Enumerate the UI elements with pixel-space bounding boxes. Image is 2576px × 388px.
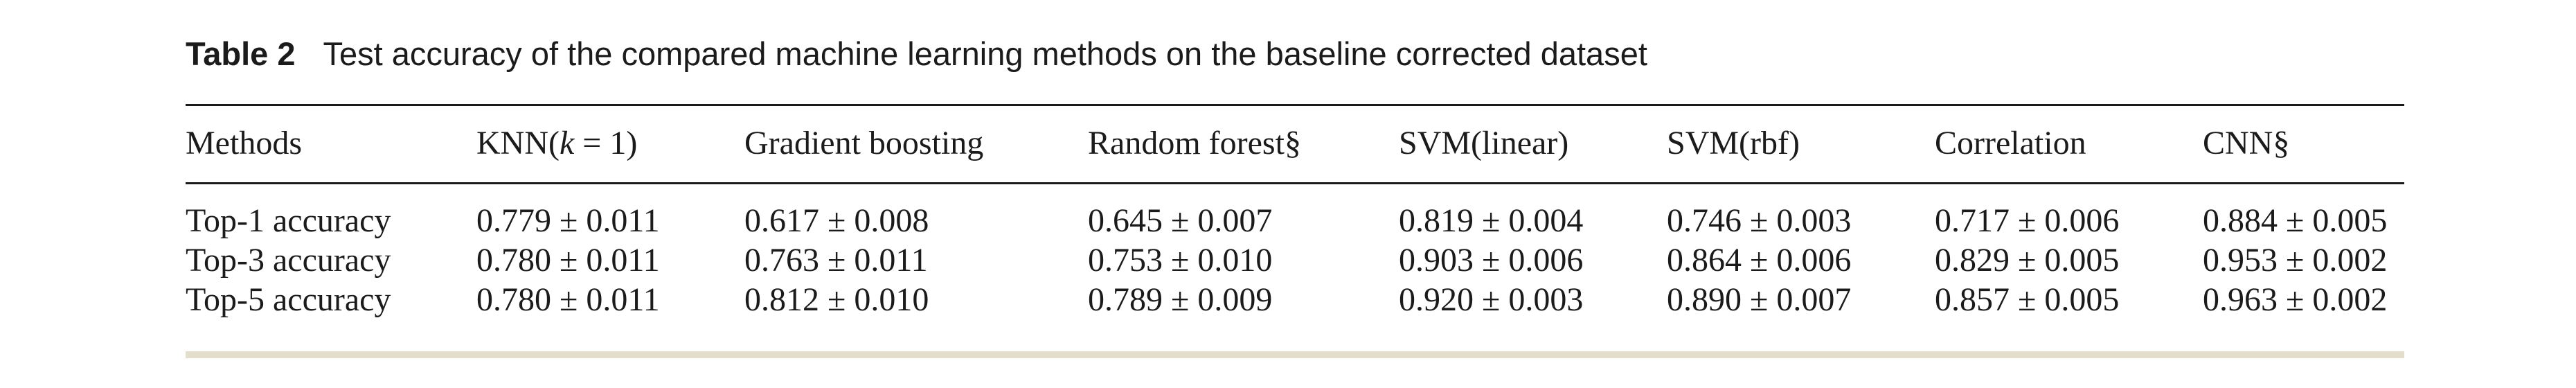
- table-cell: 0.780 ± 0.011: [476, 281, 660, 318]
- table-cell: 0.812 ± 0.010: [744, 281, 929, 318]
- table-cell: 0.645 ± 0.007: [1088, 202, 1273, 239]
- row-label: Top-5 accuracy: [186, 281, 391, 318]
- table-cell: 0.857 ± 0.005: [1935, 281, 2120, 318]
- table-number: Table 2: [186, 35, 296, 72]
- accuracy-table: Methods KNN(k = 1) Gradient boosting Ran…: [186, 104, 2404, 319]
- table-cell: 0.780 ± 0.011: [476, 242, 660, 279]
- table-cell: 0.617 ± 0.008: [744, 202, 929, 239]
- header-knn: KNN(k = 1): [476, 104, 744, 182]
- table-cell: 0.763 ± 0.011: [744, 242, 928, 279]
- table-cell: 0.920 ± 0.003: [1399, 281, 1584, 318]
- header-svm-linear: SVM(linear): [1399, 125, 1569, 161]
- header-knn-suffix: = 1): [574, 125, 638, 161]
- header-gradient-boosting: Gradient boosting: [744, 125, 984, 161]
- row-label: Top-3 accuracy: [186, 242, 391, 279]
- table-cell: 0.903 ± 0.006: [1399, 242, 1584, 279]
- table-caption-text: Test accuracy of the compared machine le…: [323, 35, 1647, 72]
- header-correlation: Correlation: [1935, 125, 2086, 161]
- header-random-forest: Random forest§: [1088, 125, 1301, 161]
- table-row: Top-5 accuracy 0.780 ± 0.011 0.812 ± 0.0…: [186, 280, 2404, 319]
- table-cell: 0.753 ± 0.010: [1088, 242, 1273, 279]
- table-cell: 0.953 ± 0.002: [2203, 242, 2388, 279]
- table-cell: 0.890 ± 0.007: [1667, 281, 1852, 318]
- top-rule: [186, 104, 2404, 106]
- bottom-rule: [186, 351, 2404, 358]
- header-cnn: CNN§: [2203, 125, 2290, 161]
- table-cell: 0.829 ± 0.005: [1935, 242, 2120, 279]
- table-caption: Table 2 Test accuracy of the compared mac…: [186, 35, 1647, 73]
- table-cell: 0.819 ± 0.004: [1399, 202, 1584, 239]
- table-cell: 0.717 ± 0.006: [1935, 202, 2120, 239]
- table-row: Top-1 accuracy 0.779 ± 0.011 0.617 ± 0.0…: [186, 182, 2404, 240]
- header-knn-prefix: KNN(: [476, 125, 560, 161]
- header-methods: Methods: [186, 125, 302, 161]
- header-row: Methods KNN(k = 1) Gradient boosting Ran…: [186, 104, 2404, 182]
- table-cell: 0.789 ± 0.009: [1088, 281, 1273, 318]
- header-rule: [186, 182, 2404, 184]
- table-cell: 0.884 ± 0.005: [2203, 202, 2388, 239]
- table-cell: 0.779 ± 0.011: [476, 202, 660, 239]
- header-svm-rbf: SVM(rbf): [1667, 125, 1800, 161]
- table-cell: 0.746 ± 0.003: [1667, 202, 1852, 239]
- table-row: Top-3 accuracy 0.780 ± 0.011 0.763 ± 0.0…: [186, 240, 2404, 280]
- row-label: Top-1 accuracy: [186, 202, 391, 239]
- header-knn-variable: k: [559, 125, 575, 161]
- table-cell: 0.963 ± 0.002: [2203, 281, 2388, 318]
- table-cell: 0.864 ± 0.006: [1667, 242, 1852, 279]
